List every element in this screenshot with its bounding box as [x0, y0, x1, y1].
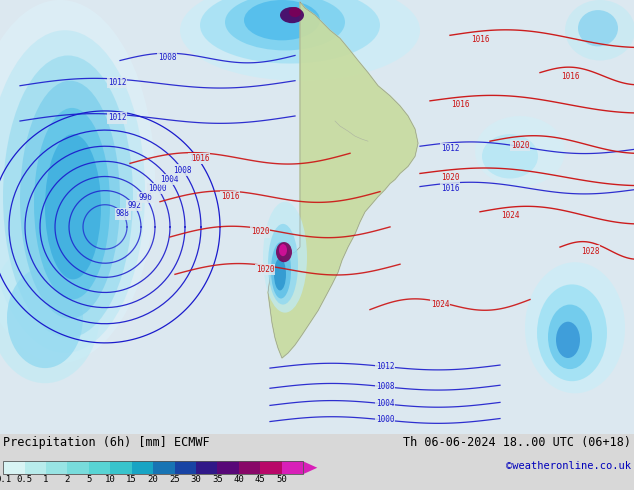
Text: 1008: 1008	[174, 166, 192, 174]
Text: 30: 30	[191, 475, 202, 485]
Ellipse shape	[276, 242, 292, 262]
Text: 1000: 1000	[376, 415, 394, 424]
Text: 1020: 1020	[511, 141, 529, 150]
Ellipse shape	[271, 242, 291, 298]
Text: 1020: 1020	[251, 227, 269, 237]
Text: 1020: 1020	[441, 173, 459, 182]
Text: 1: 1	[43, 475, 49, 485]
Text: 1012: 1012	[376, 362, 394, 370]
Text: 10: 10	[105, 475, 115, 485]
Text: 1012: 1012	[189, 154, 207, 163]
Ellipse shape	[45, 134, 101, 279]
Text: 5: 5	[86, 475, 91, 485]
Ellipse shape	[3, 55, 133, 338]
Ellipse shape	[548, 305, 592, 369]
Bar	[3, 461, 25, 474]
Text: 1016: 1016	[441, 184, 459, 193]
Text: 1016: 1016	[560, 72, 579, 81]
Text: 992: 992	[127, 201, 141, 210]
Text: Precipitation (6h) [mm] ECMWF: Precipitation (6h) [mm] ECMWF	[3, 437, 210, 449]
Bar	[46, 461, 67, 474]
Ellipse shape	[0, 242, 100, 383]
Bar	[132, 461, 153, 474]
Ellipse shape	[263, 202, 307, 313]
Text: 0.1: 0.1	[0, 475, 11, 485]
Ellipse shape	[289, 7, 301, 17]
Text: 20: 20	[148, 475, 158, 485]
Text: 25: 25	[169, 475, 180, 485]
Ellipse shape	[525, 262, 625, 393]
Text: 1008: 1008	[376, 382, 394, 391]
Bar	[67, 461, 89, 474]
Text: 40: 40	[233, 475, 244, 485]
Polygon shape	[268, 2, 418, 358]
Bar	[110, 461, 132, 474]
Polygon shape	[303, 461, 317, 474]
Text: 996: 996	[138, 193, 152, 202]
Bar	[196, 461, 217, 474]
Bar	[239, 461, 260, 474]
Text: 35: 35	[212, 475, 223, 485]
Text: ©weatheronline.co.uk: ©weatheronline.co.uk	[506, 461, 631, 471]
Text: 1012: 1012	[108, 78, 126, 87]
Text: 2: 2	[65, 475, 70, 485]
Text: 1000: 1000	[148, 184, 167, 193]
Text: 1024: 1024	[501, 211, 519, 220]
Text: 45: 45	[255, 475, 266, 485]
Bar	[89, 461, 110, 474]
Ellipse shape	[268, 224, 298, 305]
Text: 1028: 1028	[581, 246, 599, 256]
Text: 1016: 1016	[471, 35, 489, 44]
Ellipse shape	[279, 244, 287, 256]
Text: 1016: 1016	[191, 154, 209, 163]
Text: 1016: 1016	[451, 100, 469, 109]
Bar	[174, 461, 196, 474]
Ellipse shape	[200, 0, 380, 64]
Bar	[217, 461, 239, 474]
Ellipse shape	[556, 322, 580, 358]
Ellipse shape	[475, 116, 565, 187]
Text: 1016: 1016	[221, 192, 239, 201]
Ellipse shape	[274, 258, 286, 291]
Bar	[153, 461, 174, 474]
Ellipse shape	[20, 81, 120, 318]
Ellipse shape	[180, 0, 420, 81]
Ellipse shape	[0, 0, 155, 363]
Ellipse shape	[482, 134, 538, 178]
Text: 1012: 1012	[441, 144, 459, 153]
Ellipse shape	[34, 108, 110, 299]
Ellipse shape	[0, 30, 145, 353]
Bar	[3, 461, 303, 474]
Ellipse shape	[565, 0, 634, 60]
Bar	[25, 461, 46, 474]
Ellipse shape	[244, 0, 320, 40]
Ellipse shape	[7, 267, 83, 368]
Ellipse shape	[280, 7, 304, 23]
Text: 15: 15	[126, 475, 137, 485]
Ellipse shape	[225, 0, 345, 50]
Text: Th 06-06-2024 18..00 UTC (06+18): Th 06-06-2024 18..00 UTC (06+18)	[403, 437, 631, 449]
Text: 1004: 1004	[160, 175, 179, 184]
Text: 1004: 1004	[376, 399, 394, 408]
Text: 1012: 1012	[108, 114, 126, 122]
Bar	[260, 461, 281, 474]
Ellipse shape	[537, 284, 607, 381]
Text: 1008: 1008	[158, 53, 176, 62]
Text: 50: 50	[276, 475, 287, 485]
Ellipse shape	[578, 10, 618, 47]
Bar	[281, 461, 303, 474]
Text: 1020: 1020	[256, 265, 275, 274]
Text: 1024: 1024	[430, 300, 450, 309]
Text: 988: 988	[116, 209, 130, 219]
Text: 0.5: 0.5	[16, 475, 33, 485]
